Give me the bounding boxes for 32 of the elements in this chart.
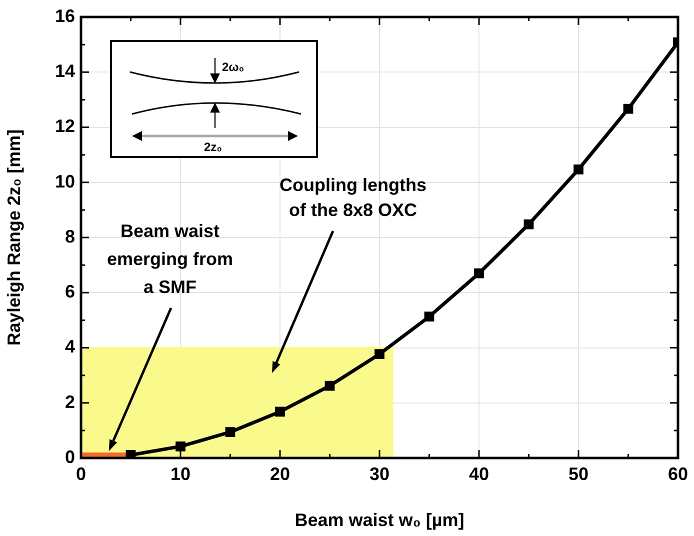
point — [176, 441, 186, 452]
point — [524, 219, 534, 230]
y-tick-label: 2 — [64, 392, 75, 412]
y-tick-label: 0 — [64, 446, 75, 467]
point — [424, 312, 434, 322]
x-tick-label: 30 — [369, 464, 390, 484]
y-axis-title: Rayleigh Range 2z₀ [mm] — [4, 129, 24, 346]
y-tick-label: 6 — [64, 282, 75, 302]
x-tick-label: 10 — [170, 464, 191, 484]
x-axis-title: Beam waist w₀ [µm] — [294, 510, 464, 530]
y-tick-label: 4 — [64, 336, 75, 357]
point — [623, 104, 634, 114]
x-tick-label: 50 — [568, 464, 589, 484]
point — [275, 406, 285, 417]
annotation: 2z₀ — [204, 140, 222, 154]
point — [324, 380, 335, 391]
y-tick-label: 8 — [64, 226, 75, 246]
point — [474, 268, 484, 278]
annotation: Coupling lengths of the 8x8 OXC — [280, 174, 426, 220]
annotation: Beam waist emerging from a SMF — [106, 220, 234, 297]
point — [574, 164, 584, 174]
point — [126, 450, 136, 458]
y-tick-label: 16 — [54, 6, 75, 26]
x-tick-label: 20 — [270, 464, 290, 484]
point — [225, 427, 236, 438]
x-tick-label: 40 — [468, 464, 490, 484]
point — [374, 349, 384, 360]
y-tick-label: 14 — [54, 61, 75, 82]
y-tick-label: 10 — [54, 171, 75, 192]
y-tick-label: 12 — [54, 116, 75, 136]
x-tick-label: 60 — [668, 464, 688, 484]
annotation: 2ω₀ — [222, 60, 244, 74]
